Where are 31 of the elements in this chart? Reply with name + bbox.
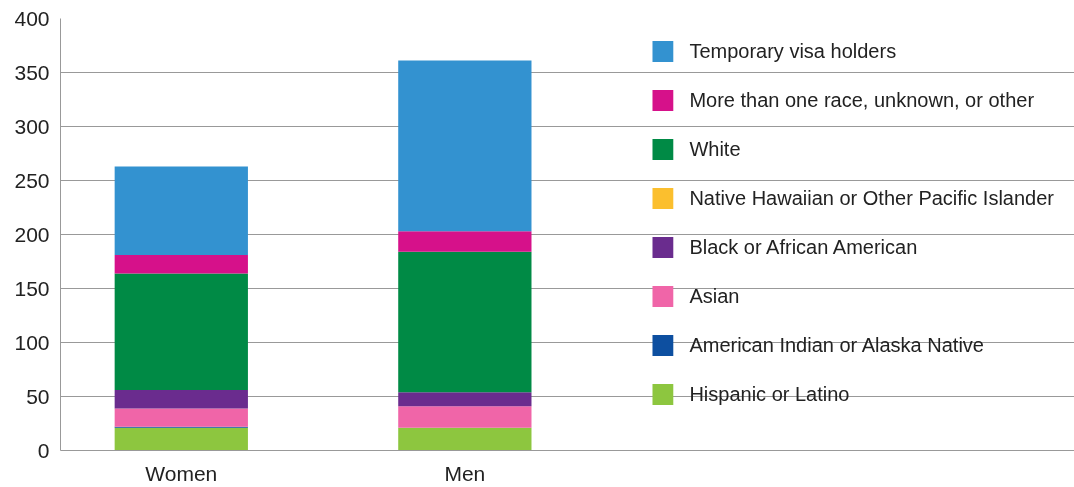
bar: [114, 390, 248, 409]
legend-label: White: [689, 137, 741, 161]
bar: [114, 166, 248, 256]
y-tick-label: 250: [14, 168, 50, 192]
y-tick-label: 100: [14, 330, 50, 354]
y-tick-label: 300: [14, 114, 50, 138]
x-tick-label: Women: [145, 461, 218, 485]
bar: [114, 273, 248, 391]
y-tick-label: 400: [14, 6, 50, 30]
legend-label: Hispanic or Latino: [689, 382, 850, 406]
bar: [398, 427, 532, 451]
bar: [398, 231, 532, 252]
legend-label: American Indian or Alaska Native: [689, 333, 984, 357]
y-tick-label: 200: [14, 222, 50, 246]
x-tick-label: Men: [444, 461, 486, 485]
bar: [398, 251, 532, 393]
y-tick-label: 0: [37, 438, 50, 462]
y-tick-label: 350: [14, 60, 50, 84]
bar: [398, 60, 532, 232]
y-tick-label: 50: [26, 384, 50, 408]
bar: [114, 255, 248, 274]
legend-label: Black or African American: [689, 235, 918, 259]
bar: [398, 392, 532, 407]
bar: [398, 406, 532, 428]
bar: [114, 427, 248, 451]
legend-label: Temporary visa holders: [689, 39, 897, 63]
y-tick-label: 150: [14, 276, 50, 300]
bar: [114, 408, 248, 427]
legend-label: Asian: [689, 284, 740, 308]
legend-label: More than one race, unknown, or other: [689, 88, 1035, 112]
legend-label: Native Hawaiian or Other Pacific Islander: [689, 186, 1054, 210]
